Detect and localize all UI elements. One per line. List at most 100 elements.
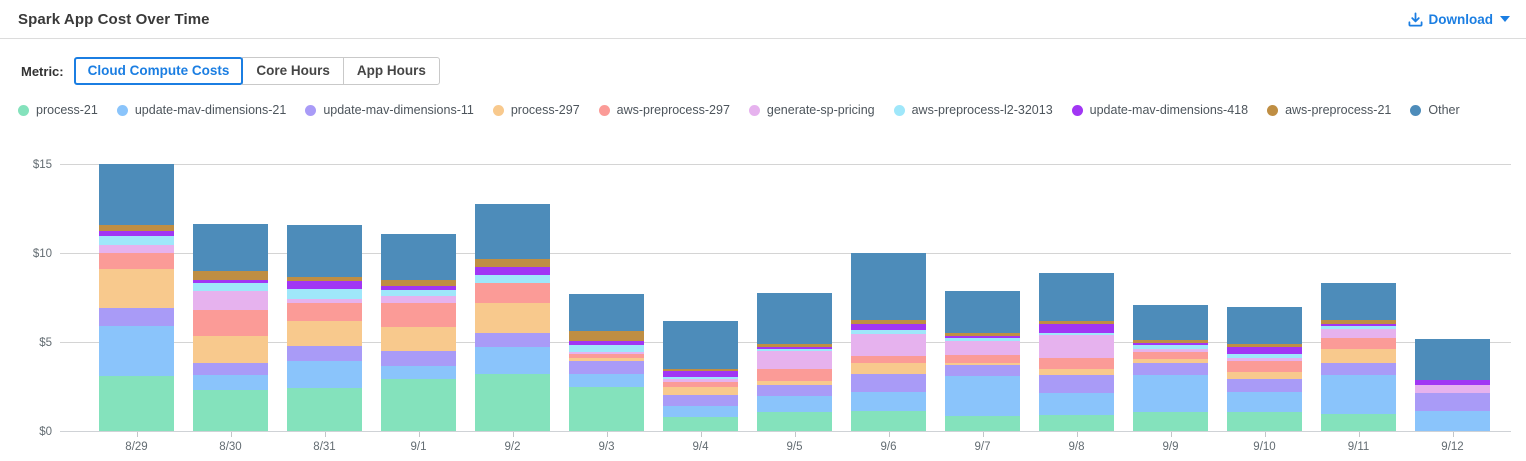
legend-item-update-mav-dimensions-11[interactable]: update-mav-dimensions-11 [305, 103, 474, 117]
bar-segment-aws-preprocess-297[interactable] [569, 354, 644, 358]
bar-segment-update-mav-dimensions-11[interactable] [945, 365, 1020, 376]
download-button[interactable]: Download [1408, 12, 1510, 27]
bar-segment-aws-preprocess-21[interactable] [569, 330, 644, 342]
bar-segment-other[interactable] [193, 224, 268, 272]
bar-segment-update-mav-dimensions-11[interactable] [851, 373, 926, 392]
bar-segment-aws-preprocess-297[interactable] [851, 355, 926, 364]
bar-segment-update-mav-dimensions-21[interactable] [381, 365, 456, 379]
bar-9-1[interactable] [381, 234, 456, 431]
legend-item-process-297[interactable]: process-297 [492, 103, 580, 117]
bar-9-6[interactable] [851, 252, 926, 431]
bar-segment-update-mav-dimensions-11[interactable] [193, 362, 268, 375]
legend-item-other[interactable]: Other [1410, 103, 1460, 117]
bar-segment-other[interactable] [99, 164, 174, 225]
bar-segment-update-mav-dimensions-11[interactable] [757, 384, 832, 396]
bar-segment-process-21[interactable] [1039, 414, 1114, 431]
legend-item-process-21[interactable]: process-21 [18, 103, 98, 117]
bar-segment-aws-preprocess-297[interactable] [1227, 360, 1302, 373]
bar-segment-other[interactable] [1039, 273, 1114, 321]
bar-segment-process-297[interactable] [945, 362, 1020, 365]
bar-segment-process-297[interactable] [1133, 358, 1208, 364]
bar-segment-update-mav-dimensions-21[interactable] [945, 375, 1020, 416]
metric-button-core-hours[interactable]: Core Hours [242, 57, 344, 85]
bar-segment-other[interactable] [1133, 304, 1208, 340]
bar-segment-aws-preprocess-l2-32013[interactable] [851, 330, 926, 334]
bar-segment-update-mav-dimensions-11[interactable] [99, 307, 174, 326]
bar-segment-generate-sp-pricing[interactable] [1133, 348, 1208, 353]
bar-segment-other[interactable] [1227, 306, 1302, 345]
bar-segment-update-mav-dimensions-418[interactable] [381, 286, 456, 290]
bar-segment-aws-preprocess-21[interactable] [1039, 320, 1114, 325]
bar-segment-generate-sp-pricing[interactable] [1227, 358, 1302, 361]
bar-segment-other[interactable] [1321, 283, 1396, 321]
bar-segment-update-mav-dimensions-21[interactable] [475, 347, 550, 374]
bar-segment-update-mav-dimensions-418[interactable] [99, 230, 174, 236]
metric-button-app-hours[interactable]: App Hours [342, 57, 440, 85]
bar-segment-update-mav-dimensions-11[interactable] [475, 332, 550, 348]
bar-segment-update-mav-dimensions-418[interactable] [475, 267, 550, 275]
bar-segment-process-21[interactable] [1133, 412, 1208, 431]
bar-segment-other[interactable] [1415, 339, 1490, 380]
bar-segment-update-mav-dimensions-21[interactable] [851, 391, 926, 411]
bar-segment-generate-sp-pricing[interactable] [1039, 334, 1114, 358]
bar-segment-generate-sp-pricing[interactable] [663, 379, 738, 382]
bar-segment-generate-sp-pricing[interactable] [945, 340, 1020, 355]
bar-segment-generate-sp-pricing[interactable] [1321, 328, 1396, 338]
bar-segment-process-297[interactable] [569, 357, 644, 361]
bar-8-29[interactable] [99, 164, 174, 431]
bar-segment-update-mav-dimensions-11[interactable] [1415, 392, 1490, 412]
bar-segment-other[interactable] [381, 234, 456, 281]
bar-9-5[interactable] [757, 292, 832, 431]
bar-9-12[interactable] [1415, 339, 1490, 431]
bar-segment-aws-preprocess-l2-32013[interactable] [1133, 345, 1208, 349]
bar-segment-update-mav-dimensions-418[interactable] [1415, 379, 1490, 385]
bar-segment-update-mav-dimensions-21[interactable] [1415, 411, 1490, 431]
bar-segment-update-mav-dimensions-418[interactable] [851, 324, 926, 331]
bar-segment-other[interactable] [663, 320, 738, 370]
bar-segment-aws-preprocess-21[interactable] [193, 271, 268, 280]
bar-segment-process-21[interactable] [99, 375, 174, 431]
bar-segment-generate-sp-pricing[interactable] [851, 333, 926, 356]
bar-segment-process-297[interactable] [1321, 348, 1396, 364]
bar-segment-aws-preprocess-21[interactable] [945, 333, 1020, 337]
bar-segment-update-mav-dimensions-418[interactable] [1039, 324, 1114, 333]
bar-segment-aws-preprocess-297[interactable] [1133, 352, 1208, 359]
bar-segment-generate-sp-pricing[interactable] [757, 351, 832, 370]
bar-9-8[interactable] [1039, 273, 1114, 431]
bar-segment-aws-preprocess-21[interactable] [475, 258, 550, 268]
bar-segment-process-297[interactable] [475, 302, 550, 333]
bar-segment-process-297[interactable] [193, 335, 268, 363]
bar-segment-update-mav-dimensions-21[interactable] [569, 374, 644, 387]
bar-segment-process-21[interactable] [381, 378, 456, 431]
bar-segment-aws-preprocess-297[interactable] [381, 302, 456, 327]
bar-segment-aws-preprocess-21[interactable] [99, 224, 174, 231]
bar-segment-process-21[interactable] [1321, 414, 1396, 431]
bar-segment-process-297[interactable] [99, 268, 174, 308]
bar-segment-aws-preprocess-21[interactable] [1321, 320, 1396, 324]
bar-segment-aws-preprocess-21[interactable] [287, 277, 362, 281]
bar-segment-aws-preprocess-l2-32013[interactable] [287, 288, 362, 299]
bar-segment-aws-preprocess-297[interactable] [193, 309, 268, 336]
bar-9-7[interactable] [945, 291, 1020, 431]
bar-segment-aws-preprocess-297[interactable] [1321, 337, 1396, 349]
bar-segment-aws-preprocess-21[interactable] [1133, 339, 1208, 344]
bar-segment-process-297[interactable] [287, 321, 362, 347]
bar-segment-other[interactable] [569, 294, 644, 331]
bar-segment-aws-preprocess-21[interactable] [663, 369, 738, 372]
bar-segment-update-mav-dimensions-11[interactable] [663, 394, 738, 407]
legend-item-aws-preprocess-297[interactable]: aws-preprocess-297 [598, 103, 730, 117]
bar-segment-aws-preprocess-l2-32013[interactable] [99, 235, 174, 246]
bar-segment-process-21[interactable] [851, 410, 926, 431]
bar-segment-update-mav-dimensions-21[interactable] [287, 360, 362, 388]
bar-segment-aws-preprocess-l2-32013[interactable] [381, 289, 456, 297]
bar-8-30[interactable] [193, 224, 268, 431]
bar-segment-aws-preprocess-l2-32013[interactable] [757, 348, 832, 352]
bar-segment-process-21[interactable] [1227, 412, 1302, 431]
bar-9-3[interactable] [569, 294, 644, 431]
bar-segment-aws-preprocess-297[interactable] [287, 302, 362, 322]
bar-9-9[interactable] [1133, 304, 1208, 431]
bar-8-31[interactable] [287, 225, 362, 431]
bar-segment-aws-preprocess-l2-32013[interactable] [1039, 332, 1114, 335]
bar-segment-aws-preprocess-297[interactable] [475, 283, 550, 303]
bar-segment-aws-preprocess-l2-32013[interactable] [1321, 325, 1396, 329]
